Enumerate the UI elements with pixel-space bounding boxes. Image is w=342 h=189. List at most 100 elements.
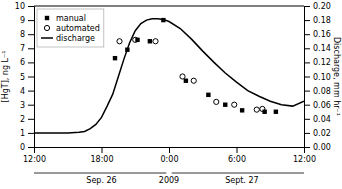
tick-mark — [28, 34, 34, 35]
tick-label: 4 — [20, 87, 25, 96]
tick: 0.16 — [304, 30, 331, 39]
tick-mark — [28, 119, 34, 120]
tick: 6 — [20, 58, 34, 67]
tick: 5 — [20, 73, 34, 82]
point — [184, 79, 188, 83]
tick-label: 3 — [20, 101, 25, 110]
tick: 0.18 — [304, 16, 331, 25]
annotation: Sept. 27 — [225, 176, 258, 185]
tick: 6:00 — [228, 147, 246, 164]
tick-mark — [28, 48, 34, 49]
point — [223, 103, 227, 107]
point — [260, 106, 265, 111]
point — [191, 78, 196, 83]
tick: 0.10 — [304, 73, 331, 82]
tick-mark — [304, 105, 310, 106]
tick: 0.02 — [304, 129, 331, 138]
tick-label: 0.20 — [313, 2, 331, 11]
tick-label: 0.18 — [313, 16, 331, 25]
legend-symbol — [45, 16, 49, 20]
axis-line — [35, 148, 305, 154]
tick-mark — [237, 147, 238, 153]
tick: 0:00 — [161, 147, 179, 164]
tick: 0.08 — [304, 87, 331, 96]
tick: 2 — [20, 115, 34, 124]
tick: 18:00 — [90, 147, 113, 164]
tick-mark — [28, 133, 34, 134]
legend-box — [37, 9, 104, 47]
tick: 0.14 — [304, 44, 331, 53]
chart: 12:0018:000:006:0012:000123456789100.000… — [0, 0, 342, 189]
tick: 0.06 — [304, 101, 331, 110]
point — [274, 110, 278, 114]
tick: 12:00 — [23, 147, 46, 164]
tick-label: 12:00 — [293, 155, 316, 164]
y2-axis: 0.00 0.02 0.04 0.06 0.08 0.10 0.12 0.14 0.16 0.18… — [304, 2, 331, 152]
tick: 7 — [20, 44, 34, 53]
legend-symbol — [44, 25, 49, 30]
point — [148, 39, 152, 43]
tick-label: 2 — [20, 115, 25, 124]
point — [214, 99, 219, 104]
legend-symbol — [41, 37, 53, 39]
y-axis-title: [HgT], ng L⁻¹ — [1, 51, 10, 103]
point — [180, 74, 185, 79]
annotation: Sep. 26 — [86, 176, 116, 185]
point — [153, 39, 158, 44]
tick-label: 0 — [20, 143, 25, 152]
point — [240, 108, 244, 112]
tick-mark — [28, 20, 34, 21]
tick-label: 0.06 — [313, 101, 331, 110]
x-axis: 12:00 18:00 0:00 6:00 12:00 — [23, 147, 316, 164]
tick-mark — [304, 147, 310, 148]
tick: 9 — [20, 16, 34, 25]
tick-label: 0.04 — [313, 115, 331, 124]
tick-mark — [169, 147, 170, 153]
tick-label: 0.12 — [313, 58, 331, 67]
tick: 0 — [20, 143, 34, 152]
tick: 10 — [15, 2, 34, 11]
point — [125, 48, 129, 52]
tick-mark — [304, 119, 310, 120]
legend-label: manual — [56, 14, 86, 23]
tick-mark — [304, 20, 310, 21]
tick-mark — [102, 147, 103, 153]
plot: 12:0018:000:006:0012:000123456789100.000… — [1, 2, 341, 185]
tick-mark — [304, 6, 310, 7]
tick-mark — [304, 34, 310, 35]
tick-mark — [304, 77, 310, 78]
tick-label: 12:00 — [23, 155, 46, 164]
tick-label: 10 — [15, 2, 25, 11]
tick: 8 — [20, 30, 34, 39]
tick-mark — [28, 91, 34, 92]
tick-mark — [304, 62, 310, 63]
point — [117, 39, 122, 44]
discharge-line — [34, 19, 304, 133]
tick-label: 6:00 — [228, 155, 246, 164]
tick-label: 18:00 — [90, 155, 113, 164]
date-underline — [172, 173, 304, 174]
tick-mark — [28, 62, 34, 63]
tick-label: 0:00 — [161, 155, 179, 164]
point — [254, 107, 259, 112]
y-axis: 0 1 2 3 4 5 6 7 8 9 10 — [15, 2, 35, 152]
tick-label: 6 — [20, 58, 25, 67]
tick-label: 1 — [20, 129, 25, 138]
date-underline — [34, 173, 166, 174]
tick: 0.04 — [304, 115, 331, 124]
tick-mark — [28, 77, 34, 78]
legend: manualautomateddischarge — [37, 9, 104, 47]
axis-line — [305, 7, 311, 148]
tick-mark — [28, 147, 34, 148]
axis-line — [28, 7, 35, 148]
point — [232, 102, 237, 107]
legend-label: discharge — [56, 34, 95, 43]
tick: 0.12 — [304, 58, 331, 67]
tick: 4 — [20, 87, 34, 96]
point — [161, 18, 165, 22]
tick-label: 0.14 — [313, 44, 331, 53]
tick-label: 9 — [20, 16, 25, 25]
tick: 3 — [20, 101, 34, 110]
tick-label: 0.00 — [313, 143, 331, 152]
tick: 0.00 — [304, 143, 331, 152]
